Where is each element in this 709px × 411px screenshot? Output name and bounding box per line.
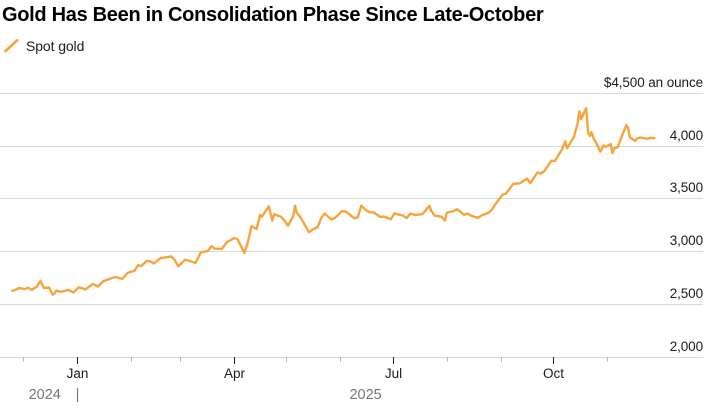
spot-gold-line-icon <box>4 39 19 53</box>
year-divider: | <box>76 387 80 403</box>
y-axis-label-3000: 3,000 <box>670 233 703 248</box>
month-label-Apr: Apr <box>224 366 246 381</box>
y-axis-label-3500: 3,500 <box>670 180 703 195</box>
year-label-2025: 2025 <box>349 387 381 403</box>
year-label-2024: 2024 <box>29 387 61 403</box>
y-axis-label-4500: $4,500 an ounce <box>604 75 703 90</box>
month-label-Oct: Oct <box>543 366 564 381</box>
month-label-Jan: Jan <box>67 366 89 381</box>
month-label-Jul: Jul <box>385 366 402 381</box>
y-axis-label-2500: 2,500 <box>670 286 703 301</box>
y-axis-label-2000: 2,000 <box>670 339 703 354</box>
legend: Spot gold <box>3 37 84 55</box>
y-axis-label-4000: 4,000 <box>670 128 703 143</box>
legend-label-spot-gold: Spot gold <box>26 38 85 54</box>
chart-title: Gold Has Been in Consolidation Phase Sin… <box>2 4 544 26</box>
spot-gold-line-series <box>11 107 656 296</box>
